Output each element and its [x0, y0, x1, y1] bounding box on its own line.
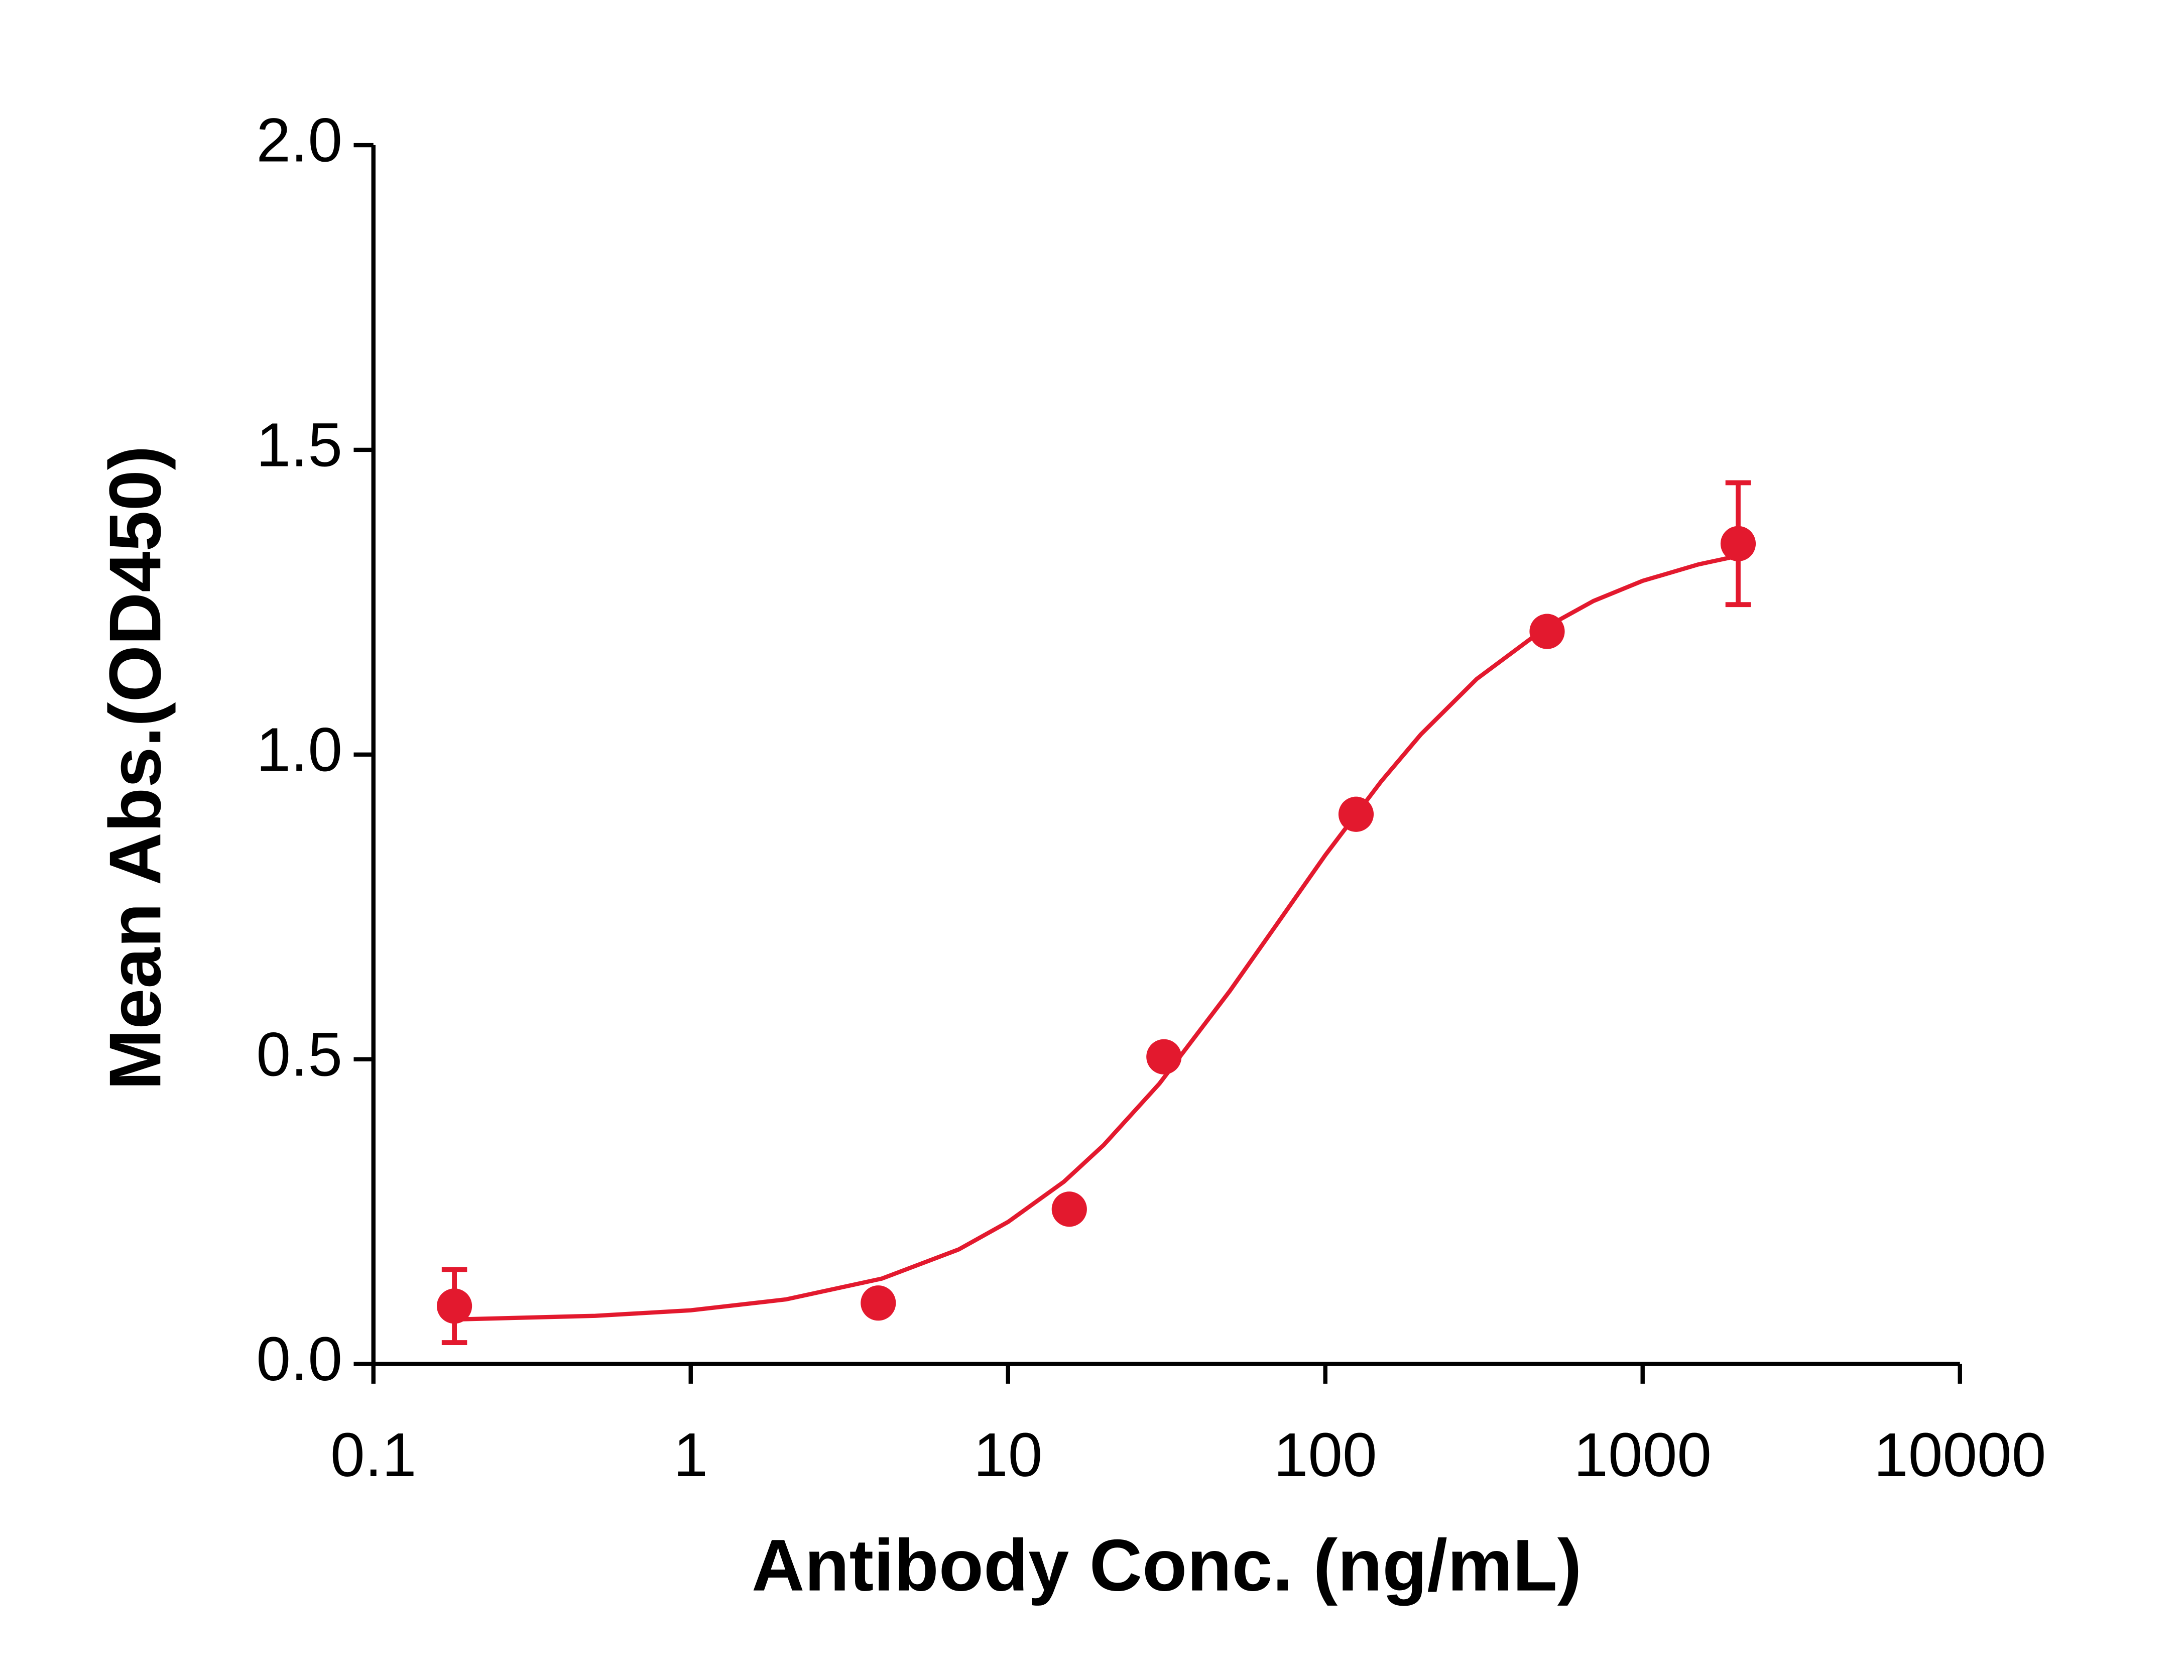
data-point	[437, 1288, 472, 1324]
x-axis-title: Antibody Conc. (ng/mL)	[752, 1524, 1582, 1606]
data-point	[1338, 796, 1374, 832]
x-tick-label: 10000	[1874, 1420, 2046, 1490]
data-point	[1720, 526, 1756, 561]
y-tick-label: 1.0	[256, 715, 342, 784]
fit-curve	[454, 554, 1739, 1322]
data-point	[1529, 614, 1565, 649]
y-axis-title: Mean Abs.(OD450)	[94, 446, 176, 1091]
data-point	[1146, 1039, 1182, 1074]
x-tick-label: 1	[673, 1420, 708, 1490]
y-tick-label: 1.5	[256, 411, 342, 480]
y-tick-label: 2.0	[256, 106, 342, 175]
x-tick-label: 0.1	[330, 1420, 417, 1490]
data-point	[1051, 1191, 1087, 1227]
y-tick-label: 0.0	[256, 1325, 342, 1394]
y-tick-label: 0.5	[256, 1020, 342, 1089]
x-tick-label: 100	[1274, 1420, 1377, 1490]
x-tick-label: 10	[974, 1420, 1042, 1490]
x-tick-label: 1000	[1573, 1420, 1712, 1490]
data-point	[861, 1285, 896, 1321]
